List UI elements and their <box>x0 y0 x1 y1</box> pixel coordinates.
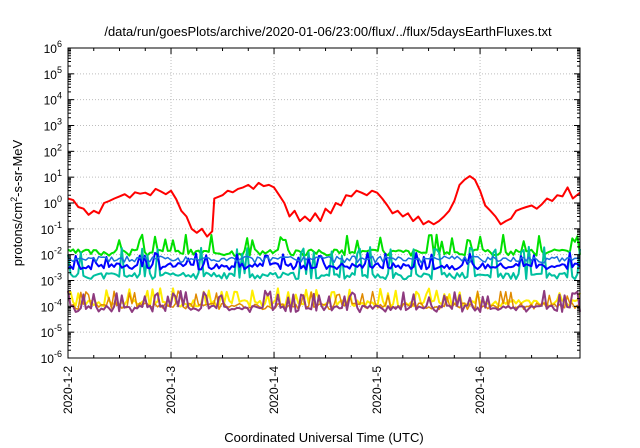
y-tick-label: 10-5 <box>41 323 62 340</box>
y-tick-label: 10-1 <box>41 220 62 237</box>
y-axis: 10-6 10-5 10-4 10-3 10-2 10-1 100 101 102 103 104 1… <box>41 39 580 366</box>
x-tick-label: 2020-1-6 <box>473 366 487 414</box>
x-axis: 2020-1-2 2020-1-3 2020-1-4 2020-1-5 2020-1-6 <box>61 48 558 414</box>
y-tick-label: 103 <box>44 117 62 134</box>
flux-series-line-7 <box>67 289 581 314</box>
x-tick-label: 2020-1-3 <box>164 366 178 414</box>
x-tick-label: 2020-1-2 <box>61 366 75 414</box>
y-tick-label: 102 <box>44 142 62 159</box>
flux-series-line-1 <box>67 233 581 257</box>
y-tick-label: 10-2 <box>41 246 62 263</box>
chart-series <box>67 175 581 314</box>
y-axis-label-part: protons/cm <box>10 202 25 266</box>
y-tick-label: 104 <box>44 91 62 108</box>
x-tick-label: 2020-1-5 <box>370 366 384 414</box>
y-tick-label: 106 <box>44 39 62 56</box>
flux-series-line-4 <box>67 255 581 264</box>
chart-title: /data/run/goesPlots/archive/2020-01-06/2… <box>104 24 552 39</box>
y-tick-label: 101 <box>44 168 62 185</box>
y-axis-label-superscript: 2 <box>9 197 19 202</box>
y-tick-label: 100 <box>44 194 62 211</box>
y-tick-label: 10-4 <box>41 297 62 314</box>
y-axis-label: protons/cm2-s-sr-MeV <box>9 139 25 266</box>
chart-grid <box>68 48 580 358</box>
y-tick-label: 105 <box>44 65 62 82</box>
y-tick-label: 10-3 <box>41 272 62 289</box>
x-axis-label: Coordinated Universal Time (UTC) <box>224 430 423 445</box>
x-tick-label: 2020-1-4 <box>267 366 281 414</box>
y-tick-label: 10-6 <box>41 349 62 366</box>
flux-series-line-3 <box>67 251 581 271</box>
flux-series-line-2 <box>67 245 581 281</box>
flux-series-line-0 <box>67 175 581 238</box>
y-axis-label-part: -s-sr-MeV <box>10 139 25 196</box>
